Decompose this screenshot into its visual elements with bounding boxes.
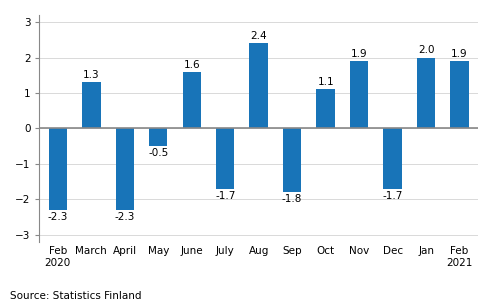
Text: 2.0: 2.0 (418, 45, 434, 55)
Bar (317, 89, 335, 129)
Bar (115, 129, 134, 210)
Bar (249, 43, 268, 129)
Text: 1.6: 1.6 (183, 60, 200, 70)
Text: -2.3: -2.3 (114, 212, 135, 222)
Text: -1.8: -1.8 (282, 195, 302, 204)
Bar (82, 82, 101, 129)
Text: 1.1: 1.1 (317, 77, 334, 87)
Bar (283, 129, 301, 192)
Text: -2.3: -2.3 (48, 212, 68, 222)
Bar (417, 57, 435, 129)
Bar (216, 129, 235, 189)
Text: -0.5: -0.5 (148, 148, 169, 158)
Text: 2.4: 2.4 (250, 31, 267, 41)
Text: 1.9: 1.9 (451, 49, 468, 59)
Text: 1.3: 1.3 (83, 70, 100, 80)
Text: Source: Statistics Finland: Source: Statistics Finland (10, 291, 141, 301)
Bar (182, 72, 201, 129)
Text: -1.7: -1.7 (215, 191, 236, 201)
Bar (149, 129, 168, 146)
Text: 1.9: 1.9 (351, 49, 367, 59)
Bar (350, 61, 368, 129)
Text: -1.7: -1.7 (383, 191, 403, 201)
Bar (384, 129, 402, 189)
Bar (49, 129, 67, 210)
Bar (451, 61, 469, 129)
